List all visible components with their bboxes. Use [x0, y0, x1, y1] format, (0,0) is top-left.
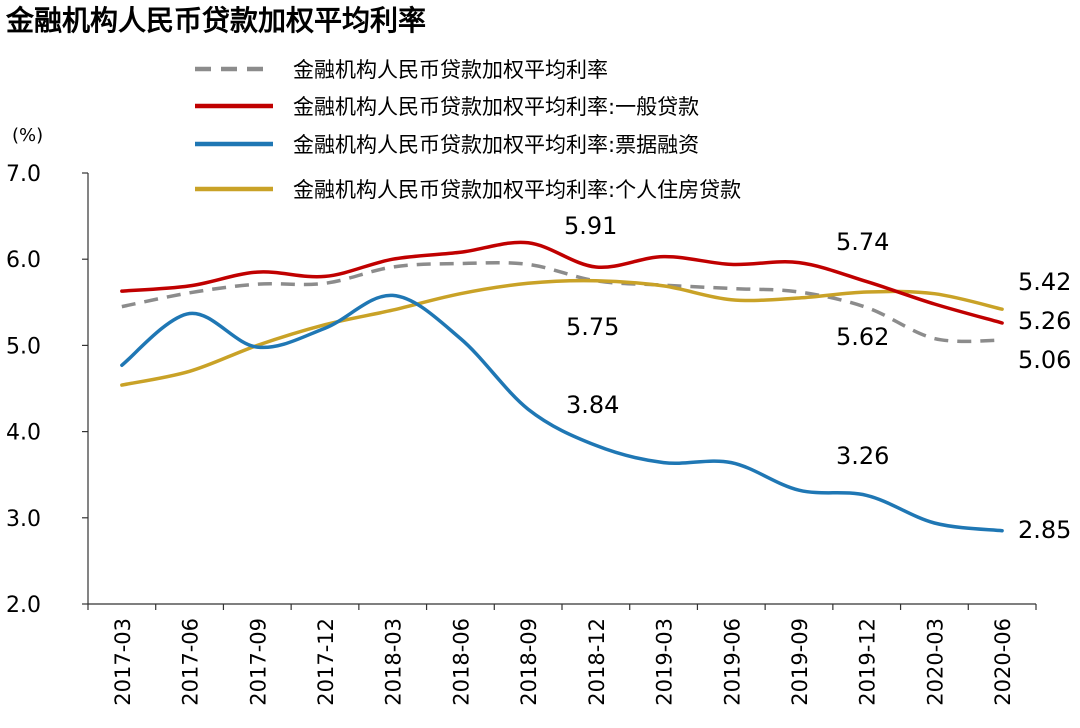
series-line-0	[121, 260, 1003, 344]
x-tick-label: 2018-12	[585, 618, 609, 706]
y-tick-label: 2.0	[6, 593, 41, 618]
x-tick-label: 2018-09	[517, 618, 541, 706]
annotation-group: 5.91 5.74 5.75 5.62 5.42 5.26 5.06 3.84 3.26 2.85	[564, 212, 1071, 544]
y-tick-label: 5.0	[6, 334, 41, 359]
series-line-1	[120, 240, 1004, 325]
legend-label-0: 金融机构人民币贷款加权平均利率	[293, 58, 608, 82]
y-tick-label: 4.0	[6, 421, 41, 446]
x-tick-label: 2018-06	[449, 618, 473, 706]
data-label: 5.42	[1018, 268, 1071, 296]
chart-title: 金融机构人民币贷款加权平均利率	[5, 4, 426, 37]
data-label: 5.26	[1018, 307, 1071, 335]
x-tick-label: 2017-06	[179, 618, 203, 706]
y-tick-label: 6.0	[6, 248, 41, 273]
x-tick-label: 2017-03	[111, 618, 135, 706]
axes: 7.0 6.0 5.0 4.0 3.0 2.0 2017-03 2017-06 2017-09 2…	[6, 162, 1037, 706]
data-label: 5.62	[836, 323, 889, 351]
data-label: 2.85	[1018, 516, 1071, 544]
legend: 金融机构人民币贷款加权平均利率金融机构人民币贷款加权平均利率:一般贷款金融机构人…	[195, 58, 741, 202]
legend-label-3: 金融机构人民币贷款加权平均利率:个人住房贷款	[293, 178, 741, 202]
y-tick-label: 7.0	[6, 162, 41, 187]
x-tick-label: 2019-12	[856, 618, 880, 706]
x-tick-label: 2019-06	[720, 618, 744, 706]
x-tick-label: 2019-09	[788, 618, 812, 706]
x-tick-label: 2020-03	[923, 618, 947, 706]
series-line-3	[120, 278, 1004, 387]
x-tick-label: 2020-06	[991, 618, 1015, 706]
data-label: 3.84	[566, 391, 619, 419]
x-tick-label: 2018-03	[382, 618, 406, 706]
x-tick-label: 2019-03	[653, 618, 677, 706]
legend-label-1: 金融机构人民币贷款加权平均利率:一般贷款	[293, 95, 699, 119]
x-tick-label: 2017-12	[314, 618, 338, 706]
y-axis-unit: (%)	[12, 125, 43, 146]
data-label: 5.91	[564, 212, 617, 240]
y-tick-label: 3.0	[6, 507, 41, 532]
series-line-2	[120, 293, 1004, 533]
data-label: 5.06	[1018, 346, 1071, 374]
series-group	[120, 240, 1004, 533]
data-label: 3.26	[836, 442, 889, 470]
x-tick-label: 2017-09	[246, 618, 270, 706]
data-label: 5.75	[566, 313, 619, 341]
legend-label-2: 金融机构人民币贷款加权平均利率:票据融资	[293, 133, 699, 157]
data-label: 5.74	[836, 228, 889, 256]
